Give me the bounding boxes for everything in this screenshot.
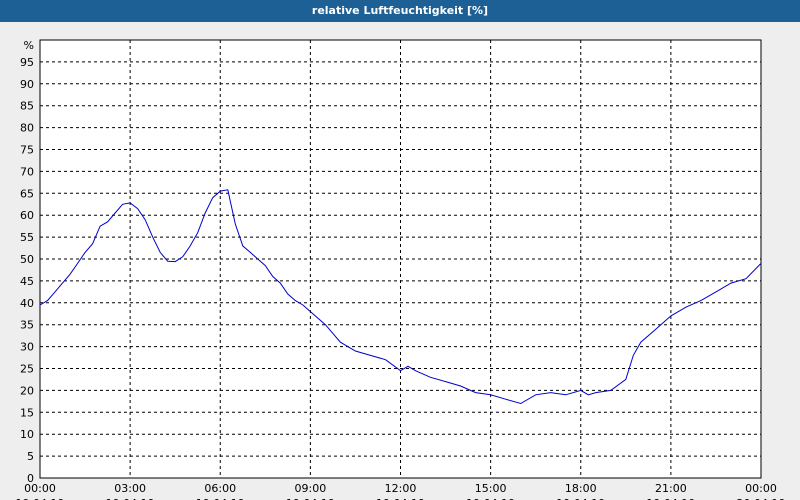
x-tick-time-label: 03:00	[114, 482, 146, 495]
x-tick-date-label: 19.04.19	[286, 497, 335, 500]
x-tick-date-label: 19.04.19	[556, 497, 605, 500]
x-tick-time-label: 15:00	[475, 482, 507, 495]
y-tick-label: 25	[20, 363, 34, 376]
y-tick-label: 10	[20, 428, 34, 441]
y-tick-label: 50	[20, 253, 34, 266]
grid-lines	[40, 40, 761, 478]
x-tick-date-label: 19.04.19	[376, 497, 425, 500]
y-tick-label: 85	[20, 100, 34, 113]
x-tick-date-label: 20.04.19	[737, 497, 786, 500]
y-tick-label: 15	[20, 406, 34, 419]
humidity-chart: 0 5 10 15 20 25 30 35 40 45 50 55 60 65 70 75 80 85 90 95 0…	[16, 39, 786, 500]
x-tick-date-label: 19.04.19	[106, 497, 155, 500]
y-tick-label: 95	[20, 56, 34, 69]
y-tick-label: 55	[20, 231, 34, 244]
x-axis-ticks: 00:00 19.04.19 03:00 19.04.19 06:00 19.04.19 0…	[16, 482, 786, 500]
y-tick-label: 45	[20, 275, 34, 288]
x-tick-date-label: 19.04.19	[16, 497, 65, 500]
y-tick-label: 30	[20, 341, 34, 354]
y-tick-label: 60	[20, 209, 34, 222]
x-tick-date-label: 19.04.19	[646, 497, 695, 500]
y-tick-label: 80	[20, 122, 34, 135]
x-tick-date-label: 19.04.19	[196, 497, 245, 500]
x-tick-time-label: 12:00	[385, 482, 417, 495]
x-tick-time-label: 09:00	[295, 482, 327, 495]
y-tick-label: 40	[20, 297, 34, 310]
y-tick-label: 90	[20, 78, 34, 91]
y-axis-ticks: 0 5 10 15 20 25 30 35 40 45 50 55 60 65 70 75 80 85 90 95	[20, 56, 34, 485]
y-tick-label: 5	[27, 450, 34, 463]
humidity-series-line	[39, 189, 762, 405]
x-tick-time-label: 18:00	[565, 482, 597, 495]
x-tick-time-label: 21:00	[655, 482, 687, 495]
y-tick-label: 75	[20, 144, 34, 157]
y-axis-unit: %	[24, 39, 34, 52]
x-tick-time-label: 00:00	[745, 482, 777, 495]
x-tick-time-label: 06:00	[204, 482, 236, 495]
x-tick-time-label: 00:00	[24, 482, 56, 495]
y-tick-label: 20	[20, 384, 34, 397]
chart-title: relative Luftfeuchtigkeit [%]	[0, 0, 800, 22]
y-tick-label: 65	[20, 187, 34, 200]
y-tick-label: 35	[20, 319, 34, 332]
y-tick-label: 0	[27, 472, 34, 485]
x-tick-date-label: 19.04.19	[466, 497, 515, 500]
y-tick-label: 70	[20, 165, 34, 178]
